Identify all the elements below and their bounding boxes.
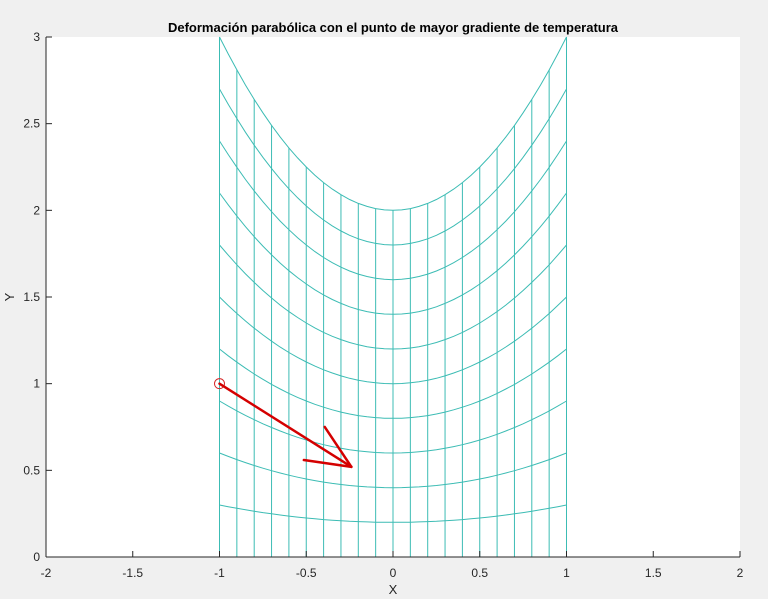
x-tick-labels: -2 -1.5 -1 -0.5 0 0.5 1 1.5 2 [41, 566, 744, 580]
y-tick-label: 3 [33, 30, 40, 44]
chart-title: Deformación parabólica con el punto de m… [168, 20, 619, 35]
y-tick-label: 2.5 [23, 117, 40, 131]
y-tick-label: 2 [33, 203, 40, 217]
gradient-arrow [218, 382, 353, 469]
x-tick-label: -0.5 [296, 566, 317, 580]
axes [45, 36, 741, 558]
y-tick-label: 1.5 [23, 290, 40, 304]
y-tick-labels: 0 0.5 1 1.5 2 2.5 3 [23, 30, 40, 564]
arrow-shaft [218, 382, 353, 469]
x-tick-label: -2 [41, 566, 52, 580]
y-tick-label: 1 [33, 377, 40, 391]
mesh-curve [219, 36, 567, 211]
y-tick-label: 0 [33, 550, 40, 564]
y-axis-label: Y [2, 292, 17, 301]
y-tick-label: 0.5 [23, 463, 40, 477]
max-gradient-marker [214, 378, 225, 390]
x-tick-label: 0 [390, 566, 397, 580]
x-tick-label: 2 [737, 566, 744, 580]
x-axis-label: X [389, 582, 398, 597]
arrow-head [302, 458, 353, 469]
x-tick-label: 0.5 [471, 566, 488, 580]
x-tick-label: 1.5 [645, 566, 662, 580]
arrow-head [323, 425, 353, 469]
deformed-mesh [219, 36, 567, 558]
x-tick-label: -1 [214, 566, 225, 580]
x-tick-label: -1.5 [122, 566, 143, 580]
x-tick-label: 1 [563, 566, 570, 580]
